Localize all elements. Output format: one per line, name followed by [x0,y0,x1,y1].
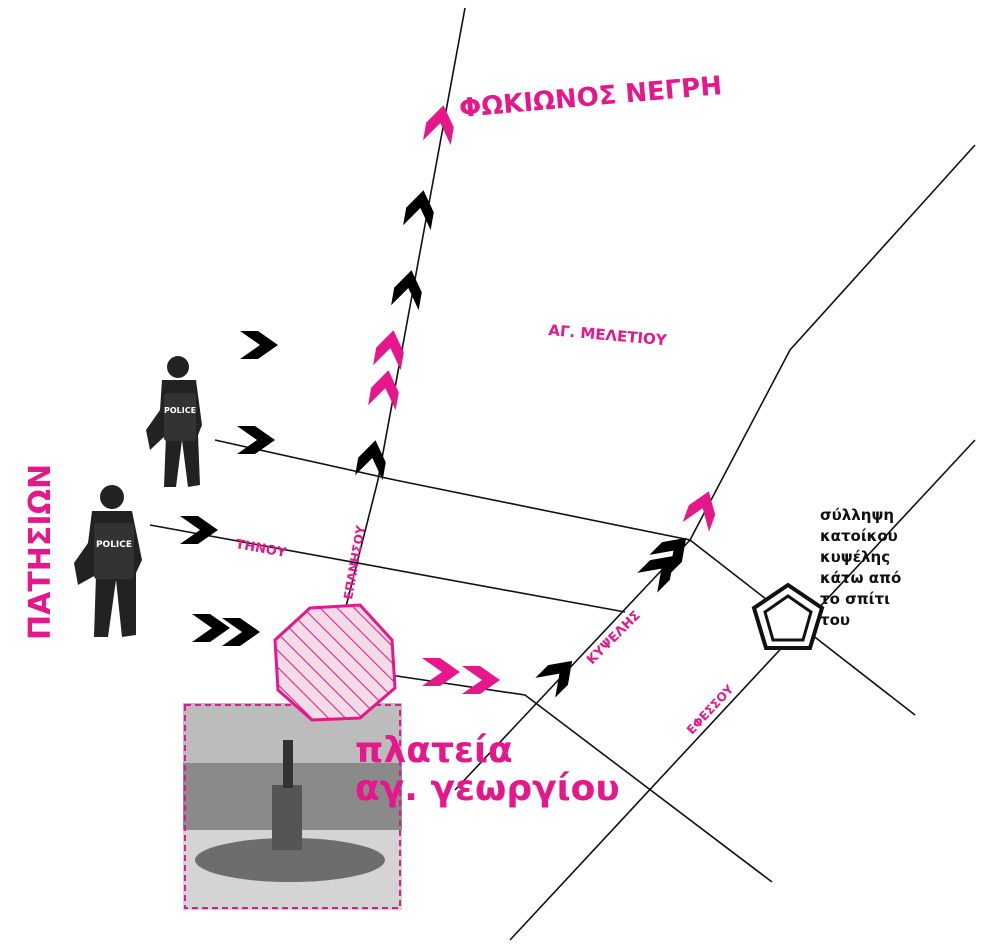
street-label: ΕΦΕΣΣΟΥ [684,682,737,737]
street-label: ΚΥΨΕΛΗΣ [584,608,644,668]
street-label: ΑΓ. ΜΕΛΕΤΙΟΥ [548,321,669,349]
note-line: κάτω από [820,569,901,587]
note-line: το σπίτι [820,590,890,608]
street-label: ΕΠΑΝΗΣΟΥ [341,524,368,600]
note-line: κυψέλης [820,548,890,566]
police-label: POLICE [96,540,132,550]
street-label: ΠΑΤΗΣΙΩΝ [23,464,58,640]
police-figures: POLICE POLICE [74,356,202,637]
note-line: κατοίκου [820,527,898,545]
arrest-marker [751,582,825,650]
note-line: του [820,611,850,629]
arrows [180,102,722,698]
note-line: σύλληψη [820,506,894,524]
street-label: ΤΗΝΟΥ [234,537,287,561]
street-label: ΦΩΚΙΩΝΟΣ ΝΕΓΡΗ [458,71,723,124]
police-label: POLICE [164,406,196,415]
place-label: πλατεία [355,730,513,771]
place-label: αγ. γεωργίου [355,768,620,809]
square-marker [273,603,397,722]
